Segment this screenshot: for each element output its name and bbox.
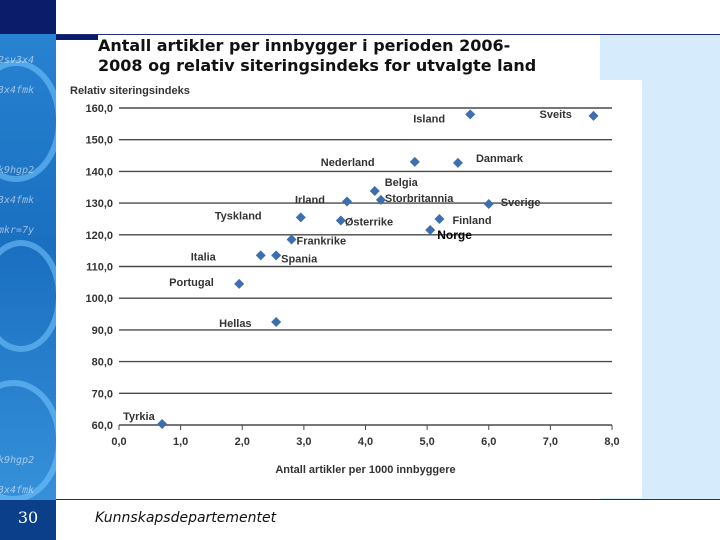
y-tick-label: 140,0 <box>85 166 113 178</box>
x-tick-label: 7,0 <box>543 436 558 448</box>
point-label-danmark: Danmark <box>476 153 524 165</box>
data-point-nederland <box>409 156 420 167</box>
footer-ministry-name: Kunnskapsdepartementet <box>95 510 277 526</box>
data-point-norge <box>425 225 436 236</box>
data-point-danmark <box>452 157 463 168</box>
x-axis-label: Antall artikler per 1000 innbyggere <box>275 464 455 476</box>
point-label-italia: Italia <box>191 251 217 263</box>
point-label-sveits: Sveits <box>540 109 572 121</box>
point-label-norge: Norge <box>437 228 472 242</box>
title-accent-bar <box>56 34 98 40</box>
data-point-sverige <box>483 199 494 210</box>
point-label-island: Island <box>413 113 445 125</box>
slide-title: Antall artikler per innbygger i perioden… <box>98 36 598 76</box>
data-point-sveits <box>588 110 599 121</box>
point-label-frankrike: Frankrike <box>297 236 347 248</box>
point-label-nederland: Nederland <box>321 157 375 169</box>
y-tick-label: 130,0 <box>85 198 113 210</box>
data-point-tyrkia <box>157 419 168 430</box>
point-label-portugal: Portugal <box>169 277 214 289</box>
point-label-spania: Spania <box>281 253 318 265</box>
point-label-tyrkia: Tyrkia <box>123 411 155 423</box>
point-label-sverige: Sverige <box>501 197 541 209</box>
data-point-frankrike <box>286 234 297 245</box>
pattern-text-decoration: mkr=7y <box>0 225 35 236</box>
y-tick-label: 70,0 <box>92 388 113 400</box>
x-tick-label: 4,0 <box>358 436 373 448</box>
x-tick-label: 3,0 <box>296 436 311 448</box>
pattern-text-decoration: k9hgp2 <box>0 165 35 176</box>
point-label-belgia: Belgia <box>385 177 419 189</box>
y-tick-label: 160,0 <box>85 103 113 115</box>
x-tick-label: 1,0 <box>173 436 188 448</box>
pattern-text-decoration: k9hgp2 <box>0 455 35 466</box>
data-point-irland <box>342 196 353 207</box>
pattern-text-decoration: 2sv3x4 <box>0 55 35 66</box>
point-label-tyskland: Tyskland <box>215 210 262 222</box>
pattern-text-decoration: 3x4fmk <box>0 195 35 206</box>
swirl-decoration <box>0 380 56 502</box>
pattern-text-decoration: 3x4fmk <box>0 485 35 496</box>
point-label-storbritannia: Storbritannia <box>385 193 454 205</box>
data-point-tyskland <box>295 212 306 223</box>
x-tick-label: 5,0 <box>419 436 434 448</box>
y-tick-label: 150,0 <box>85 135 113 147</box>
decorative-side-band: 2sv3x4 3x4fmk k9hgp2 3x4fmk mkr=7y k9hgp… <box>0 0 56 540</box>
data-point-italia <box>255 250 266 261</box>
x-tick-label: 6,0 <box>481 436 496 448</box>
pattern-text-decoration: 3x4fmk <box>0 85 35 96</box>
data-point-spania <box>271 250 282 261</box>
bottom-rule <box>56 499 720 500</box>
x-tick-label: 2,0 <box>235 436 250 448</box>
y-tick-label: 90,0 <box>92 325 113 337</box>
point-label-irland: Irland <box>295 195 325 207</box>
data-point-island <box>465 109 476 120</box>
title-line-2: 2008 og relativ siteringsindeks for utva… <box>98 56 537 75</box>
data-point-hellas <box>271 316 282 327</box>
navy-corner-block <box>0 0 56 34</box>
x-tick-label: 0,0 <box>111 436 126 448</box>
data-point-portugal <box>234 278 245 289</box>
point-label-osterrike: Østerrike <box>345 217 393 229</box>
point-label-hellas: Hellas <box>219 318 251 330</box>
y-tick-label: 110,0 <box>86 262 113 274</box>
slide-number: 30 <box>0 500 56 540</box>
y-tick-label: 100,0 <box>85 293 113 305</box>
y-axis-label: Relativ siteringsindeks <box>70 85 190 97</box>
y-tick-label: 60,0 <box>92 420 113 432</box>
data-point-osterrike <box>335 215 346 226</box>
data-point-belgia <box>369 186 380 197</box>
chart-panel: Relativ siteringsindeks 160,0 150,0 140,0 13… <box>64 80 642 498</box>
point-label-finland: Finland <box>452 215 491 227</box>
y-tick-label: 120,0 <box>85 230 113 242</box>
y-tick-label: 80,0 <box>92 357 113 369</box>
data-point-finland <box>434 213 445 224</box>
top-rule <box>56 34 720 35</box>
title-line-1: Antall artikler per innbygger i perioden… <box>98 36 511 55</box>
swirl-decoration <box>0 60 56 182</box>
x-tick-label: 8,0 <box>604 436 619 448</box>
scatter-chart: Relativ siteringsindeks 160,0 150,0 140,0 13… <box>70 85 620 476</box>
data-point-storbritannia <box>375 194 386 205</box>
swirl-decoration <box>0 240 56 352</box>
